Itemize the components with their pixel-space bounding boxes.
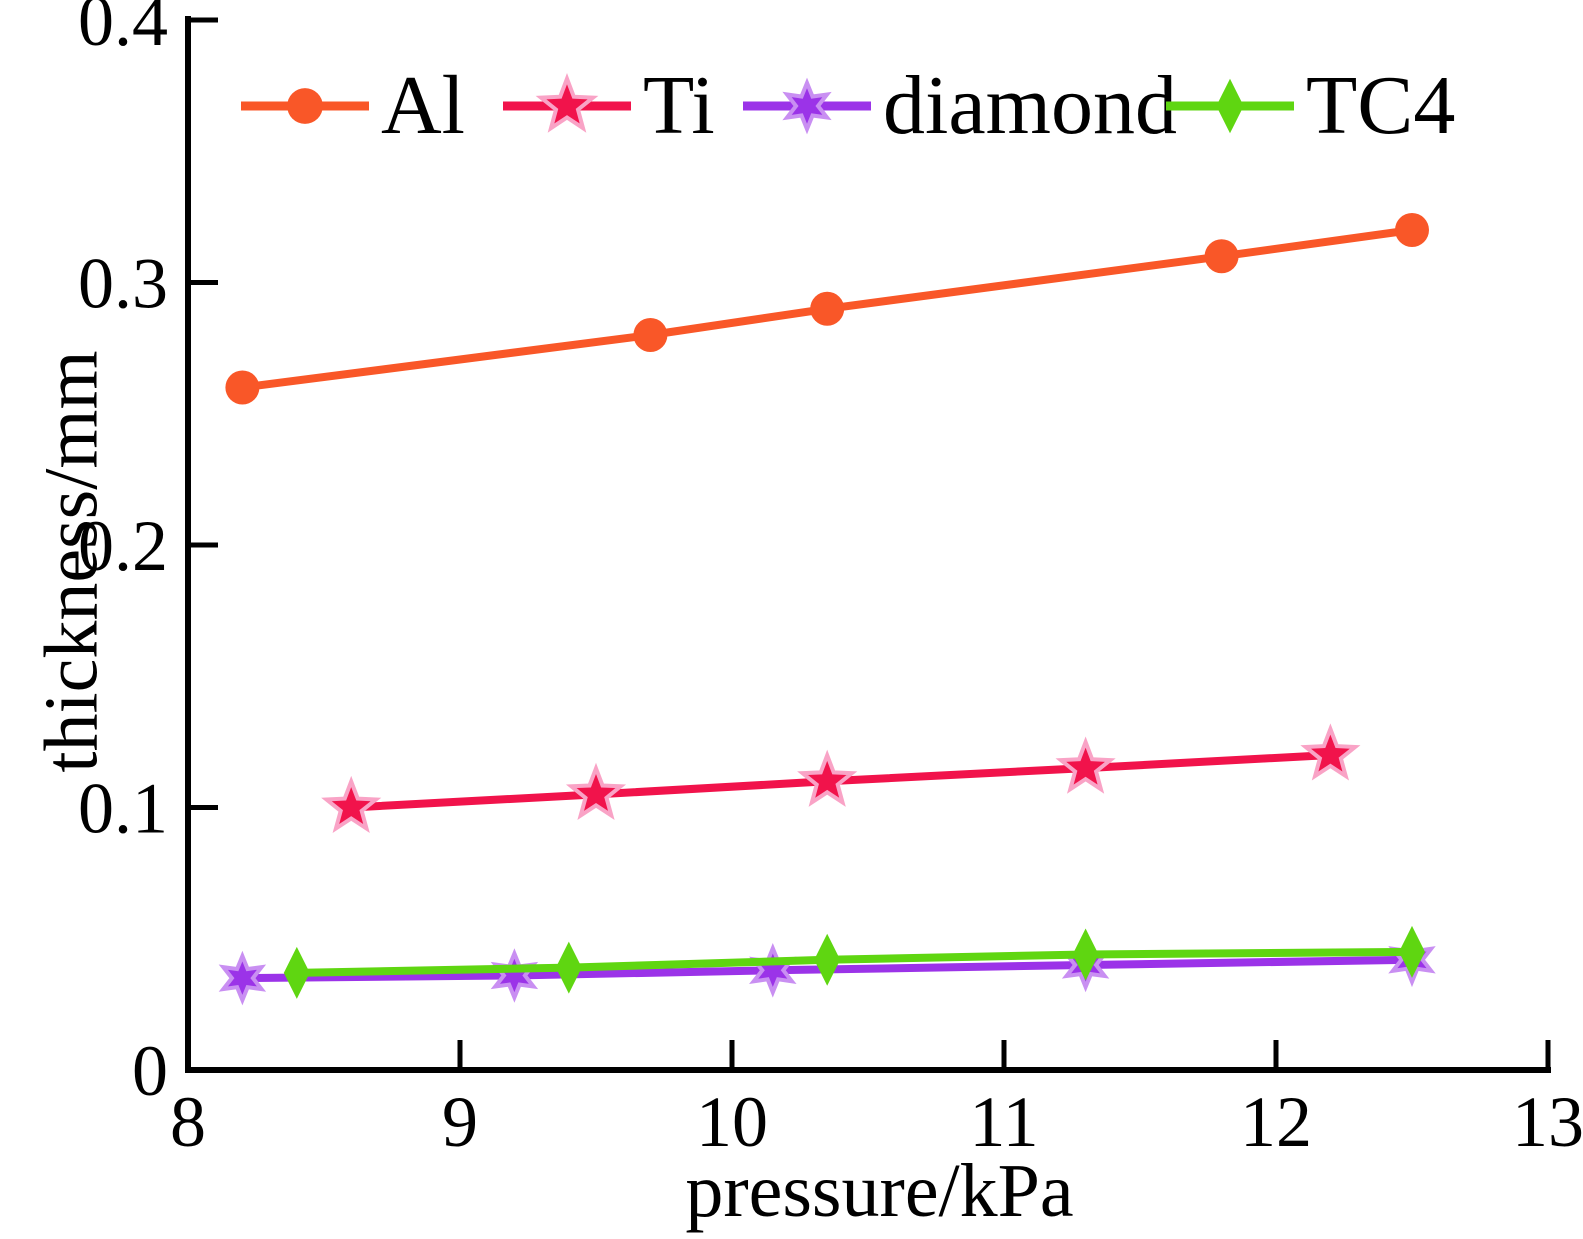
legend-label-diamond: diamond	[883, 59, 1177, 152]
data-point-marker	[782, 77, 832, 135]
legend-marker-diamond-icon	[743, 77, 871, 135]
data-point-marker	[1072, 928, 1099, 981]
legend-label-ti: Ti	[643, 59, 715, 152]
data-point-marker	[1204, 239, 1239, 274]
data-point-marker	[1395, 213, 1429, 247]
data-point-marker	[633, 318, 668, 352]
x-tick-label: 13	[1512, 1082, 1583, 1162]
legend-item-ti: Ti	[501, 56, 715, 156]
data-point-marker	[535, 73, 599, 133]
data-point-marker	[321, 775, 382, 834]
y-tick-label: 0.4	[78, 0, 168, 61]
y-tick-label: 0	[132, 1031, 168, 1111]
x-tick-label: 10	[696, 1082, 768, 1162]
legend-label-al: Al	[381, 59, 465, 152]
legend-marker-ti-icon	[503, 73, 631, 133]
legend-marker-al-icon	[241, 88, 369, 124]
data-point-marker	[287, 88, 323, 124]
y-tick-label: 0.3	[78, 244, 168, 324]
data-point-marker	[1300, 723, 1361, 781]
legend-marker-tc4-icon	[1166, 78, 1294, 134]
x-tick-label: 8	[170, 1082, 206, 1162]
data-point-marker	[283, 946, 310, 999]
data-point-marker	[1216, 78, 1244, 134]
x-tick-label: 12	[1240, 1082, 1312, 1162]
legend-label-tc4: TC4	[1306, 59, 1456, 152]
x-axis-label: pressure/kPa	[685, 1149, 1074, 1233]
data-point-marker	[225, 370, 260, 405]
x-tick-label: 9	[442, 1082, 478, 1162]
y-tick-label: 0.1	[78, 769, 168, 849]
data-point-marker	[1399, 925, 1425, 978]
legend-item-tc4: TC4	[1164, 56, 1455, 156]
data-point-marker	[218, 950, 267, 1006]
data-point-marker	[814, 933, 841, 986]
y-tick-label: 0.2	[78, 506, 168, 586]
data-point-marker	[555, 941, 582, 994]
data-point-marker	[565, 762, 627, 820]
y-axis-label: thickness/mm	[29, 350, 114, 773]
data-point-marker	[797, 749, 858, 807]
legend-item-diamond: diamond	[741, 56, 1177, 156]
x-tick-label: 11	[969, 1082, 1038, 1162]
data-point-marker	[1055, 736, 1116, 794]
data-point-marker	[810, 291, 845, 326]
legend-item-al: Al	[239, 56, 465, 156]
